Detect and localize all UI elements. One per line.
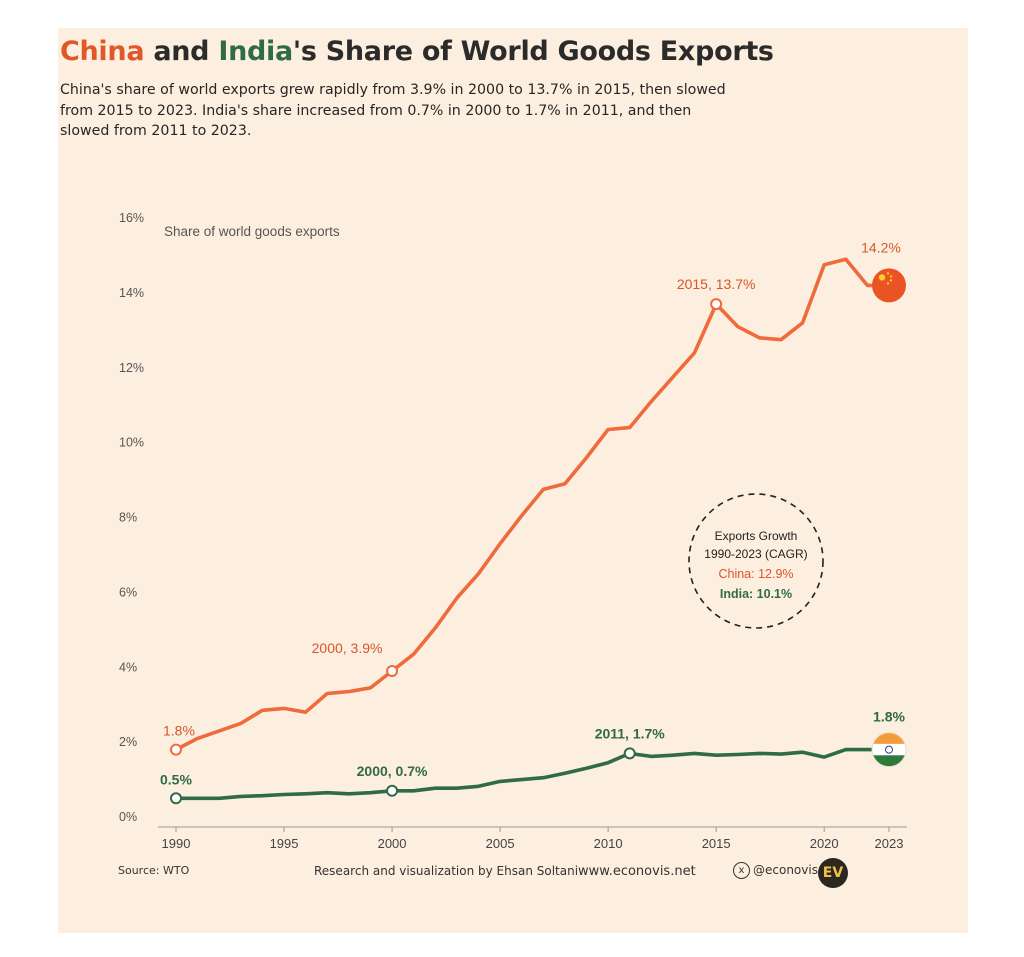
cagr-callout-circle (688, 493, 824, 629)
data-label: 2000, 3.9% (312, 640, 383, 656)
x-icon: x (733, 862, 750, 879)
data-point-marker (170, 743, 182, 756)
title-india: India (218, 36, 293, 67)
title-china: China (60, 36, 145, 67)
data-label: 1.8% (163, 723, 195, 739)
credit-text: Research and visualization by Ehsan Solt… (314, 864, 579, 878)
x-tick-label: 2020 (810, 836, 839, 851)
x-tick-label: 2000 (378, 836, 407, 851)
title-and: and (153, 36, 210, 67)
data-label: 2015, 13.7% (677, 276, 756, 292)
x-tick-label: 2023 (875, 836, 904, 851)
y-tick-label: 14% (119, 286, 144, 300)
china-flag-small-star (889, 275, 893, 278)
y-tick-label: 8% (119, 511, 137, 525)
x-tick-label: 2010 (594, 836, 623, 851)
callout-china-cagr: China: 12.9% (718, 567, 793, 581)
series-line-india (174, 747, 891, 801)
india-flag-border (871, 732, 907, 768)
x-tick-label: 2005 (486, 836, 515, 851)
india-flag-chakra (885, 745, 893, 754)
data-point-marker (170, 792, 182, 805)
series-line-china (174, 257, 891, 752)
china-flag-icon (872, 268, 906, 303)
source-text: Source: WTO (118, 864, 190, 877)
india-flag-saffron (872, 732, 906, 744)
y-tick-label: 16% (119, 211, 144, 225)
y-tick-label: 10% (119, 436, 144, 450)
data-label: 0.5% (160, 771, 192, 787)
x-tick-label: 2015 (702, 836, 731, 851)
title-rest: 's Share of World Goods Exports (292, 36, 774, 67)
data-label: 1.8% (873, 709, 905, 725)
india-flag-stripes (872, 732, 906, 767)
data-point-marker (386, 664, 399, 677)
data-label: 2011, 1.7% (595, 725, 666, 741)
callout-period: 1990-2023 (CAGR) (704, 547, 807, 561)
india-flag-green (872, 755, 906, 767)
china-flag-star (878, 274, 886, 281)
ev-logo: EV (818, 858, 848, 888)
website-link[interactable]: www.econovis.net (578, 864, 696, 879)
data-label: 14.2% (861, 239, 901, 255)
chart-card (58, 28, 968, 933)
y-tick-label: 4% (119, 660, 137, 674)
china-flag-small-star (886, 272, 890, 275)
data-point-marker (386, 784, 399, 797)
x-tick-label: 1995 (270, 836, 299, 851)
china-flag-small-star (886, 282, 890, 285)
data-label: 2000, 0.7% (357, 763, 428, 779)
y-tick-label: 12% (119, 361, 144, 375)
data-point-marker (710, 298, 723, 311)
subtitle: China's share of world exports grew rapi… (60, 82, 726, 139)
y-tick-label: 0% (119, 810, 137, 824)
data-point-marker (623, 747, 636, 760)
callout-heading: Exports Growth (715, 529, 798, 543)
page-title: China and India's Share of World Goods E… (60, 36, 774, 67)
x-tick-label: 1990 (162, 836, 191, 851)
y-tick-label: 2% (119, 735, 137, 749)
china-flag-small-star (889, 279, 893, 282)
y-tick-label: 6% (119, 585, 137, 599)
callout-india-cagr: India: 10.1% (720, 587, 792, 601)
india-flag-icon (871, 732, 907, 768)
y-axis-label: Share of world goods exports (164, 224, 340, 239)
india-flag-white (872, 743, 906, 756)
